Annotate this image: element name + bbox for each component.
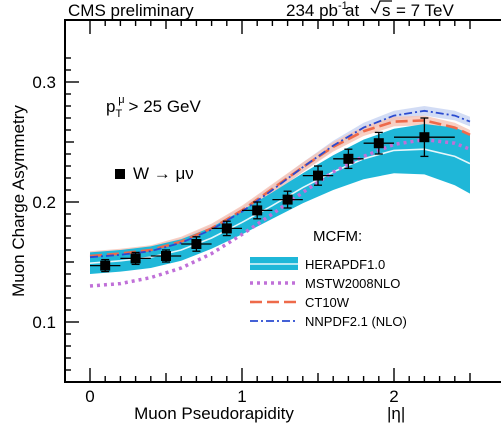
legend-mstw: MSTW2008NLO [305,276,400,291]
x-tick-label: 2 [389,387,398,406]
y-tick-label: 0.3 [32,73,56,92]
x-tick-label: 0 [85,387,94,406]
legend-herapdf: HERAPDF1.0 [305,257,385,272]
legend-nnpdf: NNPDF2.1 (NLO) [305,314,407,329]
header-luminosity: 234 pb-1 [286,0,348,20]
y-tick-label: 0.1 [32,313,56,332]
data-point [100,260,111,271]
header-experiment: CMS preliminary [68,1,194,20]
x-axis-label: Muon Pseudorapidity [134,404,294,423]
legend-title: MCFM: [313,228,362,245]
data-point [161,251,171,261]
data-point [221,223,232,234]
data-series-label: W → μν [133,164,194,183]
pt-cut-label: pTμ > 25 GeV [106,94,202,120]
sqrt-sign-icon [370,0,392,15]
plot-frame [64,19,501,383]
ct10w-line [89,119,471,258]
data-point [313,170,323,181]
header-energy-prefix: at [345,1,359,20]
tick-labels: 0 1 2 0.1 0.2 0.3 [32,73,398,406]
data-point [191,239,202,249]
nnpdf-line [89,109,471,259]
data-points [90,117,455,273]
y-axis-label: Muon Charge Asymmetry [9,105,28,297]
header-energy-symbol: s [382,1,391,20]
data-point [282,194,293,205]
data-point [130,253,141,264]
data-point [419,132,430,143]
legend-ct10w: CT10W [305,295,350,310]
axis-ticks [65,20,471,382]
data-point [252,205,263,216]
data-point [373,138,384,149]
x-axis-symbol: |η| [387,404,405,423]
data-point [343,153,354,164]
header-energy-value: = 7 TeV [396,1,454,20]
y-tick-label: 0.2 [32,193,56,212]
data-marker-icon [115,169,125,179]
x-tick-label: 1 [237,387,246,406]
legend: MCFM: HERAPDF1.0 MSTW2008NLO CT10W NNPDF2.1… [250,228,407,329]
